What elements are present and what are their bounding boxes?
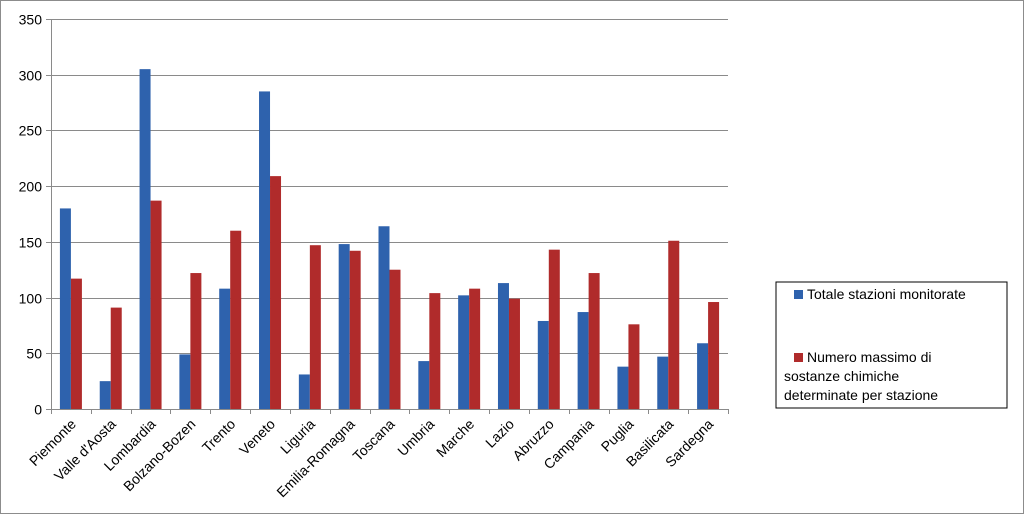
bar-numero-massimo-3 bbox=[190, 273, 202, 409]
bar-numero-massimo-12 bbox=[548, 249, 560, 409]
y-tick-label: 300 bbox=[19, 68, 43, 84]
bar-totale-9 bbox=[418, 361, 430, 409]
bar-totale-11 bbox=[497, 283, 509, 409]
legend-box bbox=[775, 281, 1008, 409]
bar-numero-massimo-2 bbox=[150, 200, 162, 409]
bar-totale-8 bbox=[378, 226, 390, 409]
bar-totale-10 bbox=[458, 295, 470, 409]
bars bbox=[59, 69, 720, 410]
x-tick-label: Veneto bbox=[236, 416, 278, 458]
bar-numero-massimo-14 bbox=[628, 324, 640, 409]
y-tick-label: 0 bbox=[34, 402, 42, 418]
legend-label-numero-massimo: Numero massimo di sostanze chimiche determ… bbox=[784, 349, 938, 403]
legend-swatch-totale bbox=[794, 290, 803, 299]
bar-totale-16 bbox=[697, 343, 709, 409]
bar-numero-massimo-15 bbox=[668, 240, 680, 409]
bar-numero-massimo-1 bbox=[110, 307, 122, 409]
bar-numero-massimo-7 bbox=[349, 250, 361, 409]
bar-numero-massimo-4 bbox=[230, 230, 242, 409]
bar-numero-massimo-5 bbox=[270, 176, 282, 409]
bar-totale-14 bbox=[617, 366, 629, 409]
bar-numero-massimo-8 bbox=[389, 269, 401, 409]
x-tick-label: Bolzano-Bozen bbox=[120, 416, 198, 494]
bar-totale-1 bbox=[99, 381, 111, 409]
bar-totale-4 bbox=[219, 288, 231, 409]
y-tick-label: 50 bbox=[26, 346, 42, 362]
y-tick-label: 200 bbox=[19, 179, 43, 195]
bar-numero-massimo-11 bbox=[508, 298, 520, 409]
legend-label-totale: Totale stazioni monitorate bbox=[807, 286, 966, 302]
x-tick-label: Umbria bbox=[394, 416, 437, 459]
y-tick-label: 350 bbox=[19, 12, 43, 28]
bar-totale-5 bbox=[259, 91, 271, 409]
bar-totale-13 bbox=[577, 312, 589, 409]
bar-totale-15 bbox=[657, 356, 669, 409]
y-tick-label: 150 bbox=[19, 235, 43, 251]
bar-numero-massimo-0 bbox=[70, 278, 82, 409]
legend: Totale stazioni monitorate Numero massim… bbox=[775, 281, 1008, 409]
x-tick-label: Marche bbox=[433, 416, 477, 460]
bar-numero-massimo-10 bbox=[469, 288, 481, 409]
legend-swatch-numero-massimo bbox=[794, 353, 803, 362]
y-tick-label: 250 bbox=[19, 123, 43, 139]
bar-totale-7 bbox=[338, 244, 350, 409]
x-tick-label: Toscana bbox=[349, 416, 397, 464]
x-tick-label: Trento bbox=[199, 416, 239, 456]
bar-totale-6 bbox=[298, 374, 310, 409]
bar-numero-massimo-9 bbox=[429, 293, 441, 409]
y-axis: 0 50 100 150 200 250 300 350 bbox=[19, 12, 52, 418]
bar-totale-2 bbox=[139, 69, 151, 410]
y-tick-label: 100 bbox=[19, 291, 43, 307]
bar-totale-0 bbox=[59, 208, 71, 409]
bar-totale-3 bbox=[179, 354, 191, 409]
bar-totale-12 bbox=[537, 320, 549, 409]
x-tick-label: Lazio bbox=[482, 416, 517, 451]
bar-numero-massimo-16 bbox=[708, 302, 720, 409]
bar-numero-massimo-6 bbox=[309, 245, 321, 409]
bar-numero-massimo-13 bbox=[588, 273, 600, 409]
